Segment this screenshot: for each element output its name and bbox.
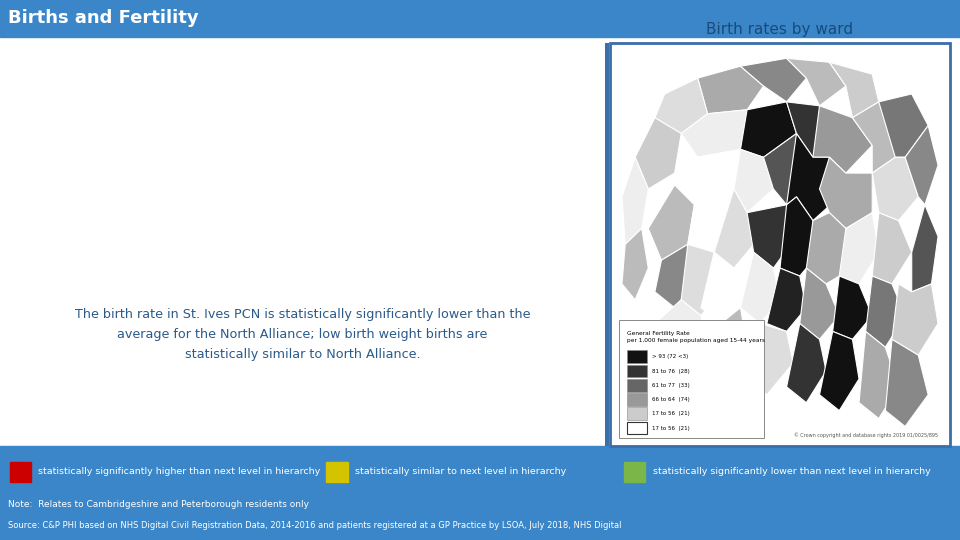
Polygon shape [714, 189, 754, 268]
Polygon shape [701, 252, 740, 323]
Polygon shape [740, 252, 780, 323]
Polygon shape [832, 276, 873, 339]
Polygon shape [747, 323, 793, 395]
Text: General Fertility Rate
per 1,000 female population aged 15-44 years: General Fertility Rate per 1,000 female … [627, 332, 765, 343]
Polygon shape [648, 185, 694, 260]
Bar [610, 43, 950, 446]
Bar [0, 0, 960, 37]
Bar [627, 350, 647, 363]
Polygon shape [698, 66, 763, 114]
Polygon shape [675, 150, 740, 205]
Polygon shape [786, 323, 827, 403]
Polygon shape [786, 133, 839, 221]
Text: 17 to 56  (21): 17 to 56 (21) [652, 411, 689, 416]
Text: statistically similar to next level in hierarchy: statistically similar to next level in h… [355, 468, 566, 476]
Polygon shape [655, 78, 708, 133]
Polygon shape [780, 197, 820, 276]
Polygon shape [873, 213, 912, 284]
Bar [326, 462, 348, 482]
Polygon shape [813, 106, 873, 173]
Polygon shape [636, 118, 682, 189]
Text: The birth rate in St. Ives PCN is statistically significantly lower than the
ave: The birth rate in St. Ives PCN is statis… [75, 308, 530, 361]
Polygon shape [829, 62, 878, 118]
Bar [10, 462, 31, 482]
Polygon shape [655, 244, 694, 308]
Text: Source: C&P PHI based on NHS Digital Civil Registration Data, 2014-2016 and pati: Source: C&P PHI based on NHS Digital Civ… [8, 521, 621, 530]
Polygon shape [806, 213, 852, 284]
Polygon shape [852, 102, 905, 173]
Text: statistically significantly lower than next level in hierarchy: statistically significantly lower than n… [653, 468, 930, 476]
Polygon shape [892, 284, 938, 355]
Text: > 93 (72 <3): > 93 (72 <3) [652, 354, 687, 359]
Text: Note:  Relates to Cambridgeshire and Peterborough residents only: Note: Relates to Cambridgeshire and Pete… [8, 500, 309, 509]
Polygon shape [622, 157, 648, 244]
Bar [624, 462, 645, 482]
Polygon shape [687, 189, 740, 252]
Polygon shape [701, 308, 747, 379]
Polygon shape [763, 133, 806, 205]
Polygon shape [873, 157, 919, 221]
Bar [627, 393, 647, 406]
Polygon shape [733, 150, 774, 213]
Bar [627, 422, 647, 434]
Bar [627, 379, 647, 392]
Polygon shape [622, 228, 648, 300]
Polygon shape [767, 268, 806, 332]
Polygon shape [740, 102, 797, 157]
Polygon shape [747, 205, 797, 268]
Polygon shape [786, 58, 846, 106]
Text: statistically significantly higher than next level in hierarchy: statistically significantly higher than … [38, 468, 321, 476]
Polygon shape [800, 268, 839, 339]
Polygon shape [859, 332, 899, 418]
Bar [0, 446, 960, 540]
Bar [615, 46, 945, 442]
Bar [605, 43, 609, 446]
Polygon shape [885, 339, 928, 427]
Polygon shape [878, 94, 928, 157]
Text: Births and Fertility: Births and Fertility [8, 9, 199, 28]
Polygon shape [655, 300, 708, 379]
Polygon shape [682, 244, 721, 315]
Text: 17 to 56  (21): 17 to 56 (21) [652, 426, 689, 430]
Polygon shape [740, 58, 806, 102]
Polygon shape [820, 157, 873, 228]
Polygon shape [820, 332, 859, 410]
Polygon shape [682, 110, 747, 157]
Polygon shape [839, 213, 878, 284]
Polygon shape [912, 205, 938, 292]
Text: 61 to 77  (33): 61 to 77 (33) [652, 383, 689, 388]
Bar [627, 364, 647, 377]
Polygon shape [786, 102, 839, 157]
Bar [627, 407, 647, 420]
Polygon shape [866, 276, 905, 347]
Text: 81 to 76  (28): 81 to 76 (28) [652, 368, 689, 374]
Bar [618, 320, 763, 438]
Text: Birth rates by ward: Birth rates by ward [707, 22, 853, 37]
Polygon shape [905, 126, 938, 205]
Text: © Crown copyright and database rights 2019 01/0025/895: © Crown copyright and database rights 20… [794, 433, 938, 438]
Text: 66 to 64  (74): 66 to 64 (74) [652, 397, 689, 402]
